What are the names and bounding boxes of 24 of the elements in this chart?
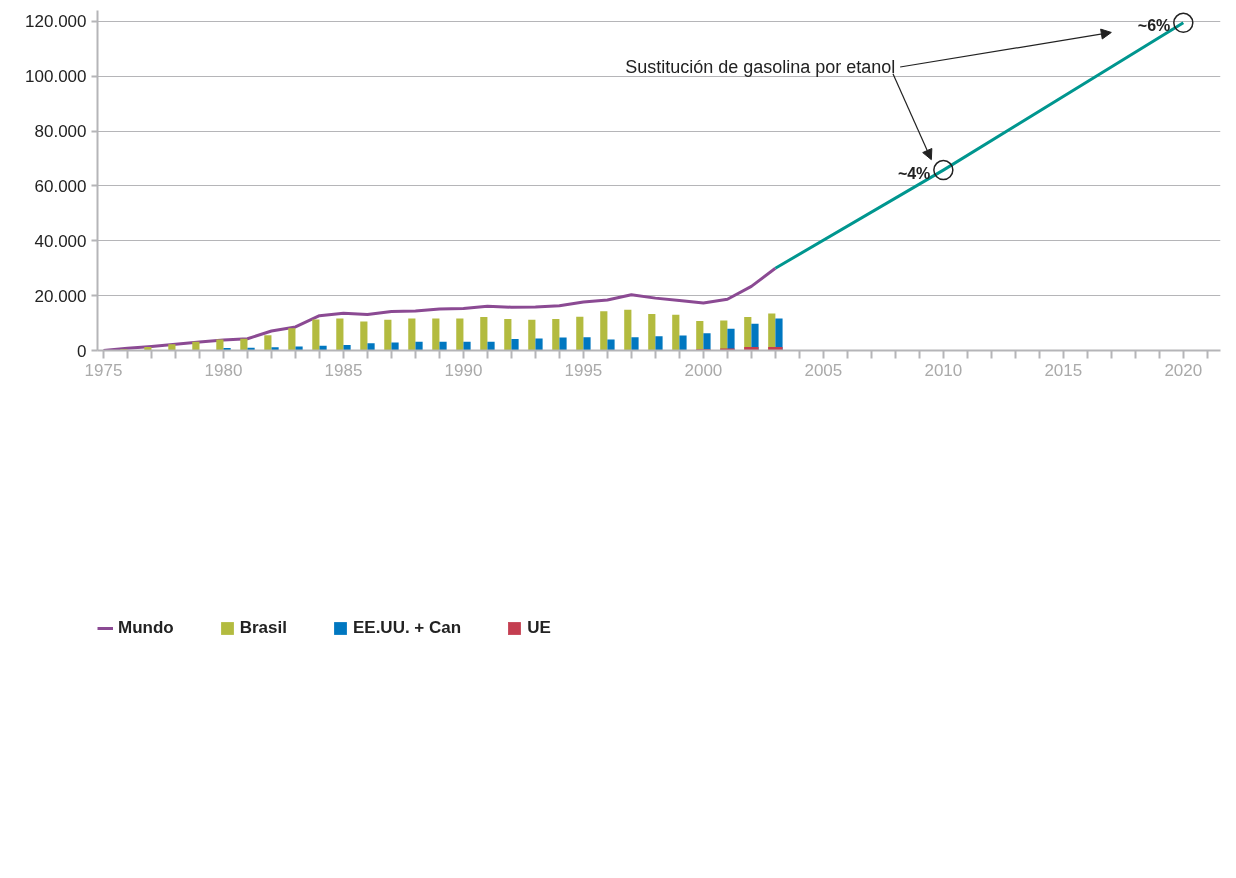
annotation: ~6%: [1137, 17, 1171, 35]
y-tick-label: 80.000: [34, 122, 87, 142]
y-tick-label: 20.000: [34, 286, 87, 306]
y-tick-label: 60.000: [34, 176, 87, 196]
x-tick-label: 1990: [444, 360, 483, 380]
y-tick-label: 0: [77, 341, 87, 361]
x-tick-label: 1985: [324, 360, 363, 380]
x-tick-label: 2005: [804, 360, 843, 380]
y-tick-label: 120.000: [25, 12, 87, 32]
x-tick-label: 1975: [84, 360, 123, 380]
y-tick-label: 100.000: [25, 67, 87, 87]
legend-label: Brasil: [239, 618, 287, 638]
x-tick-label: 2010: [924, 360, 963, 380]
legend-label: EE.UU. + Can: [352, 618, 462, 638]
y-tick-label: 40.000: [34, 231, 87, 251]
x-tick-label: 1995: [564, 360, 603, 380]
legend-label: Mundo: [118, 618, 174, 638]
x-tick-label: 1980: [204, 360, 243, 380]
legend-label: UE: [527, 618, 551, 638]
x-tick-label: 2020: [1164, 360, 1203, 380]
annotation: Sustitución de gasolina por etanol: [625, 57, 896, 78]
x-tick-label: 2000: [684, 360, 723, 380]
annotation: ~4%: [897, 164, 931, 182]
x-tick-label: 2015: [1044, 360, 1083, 380]
